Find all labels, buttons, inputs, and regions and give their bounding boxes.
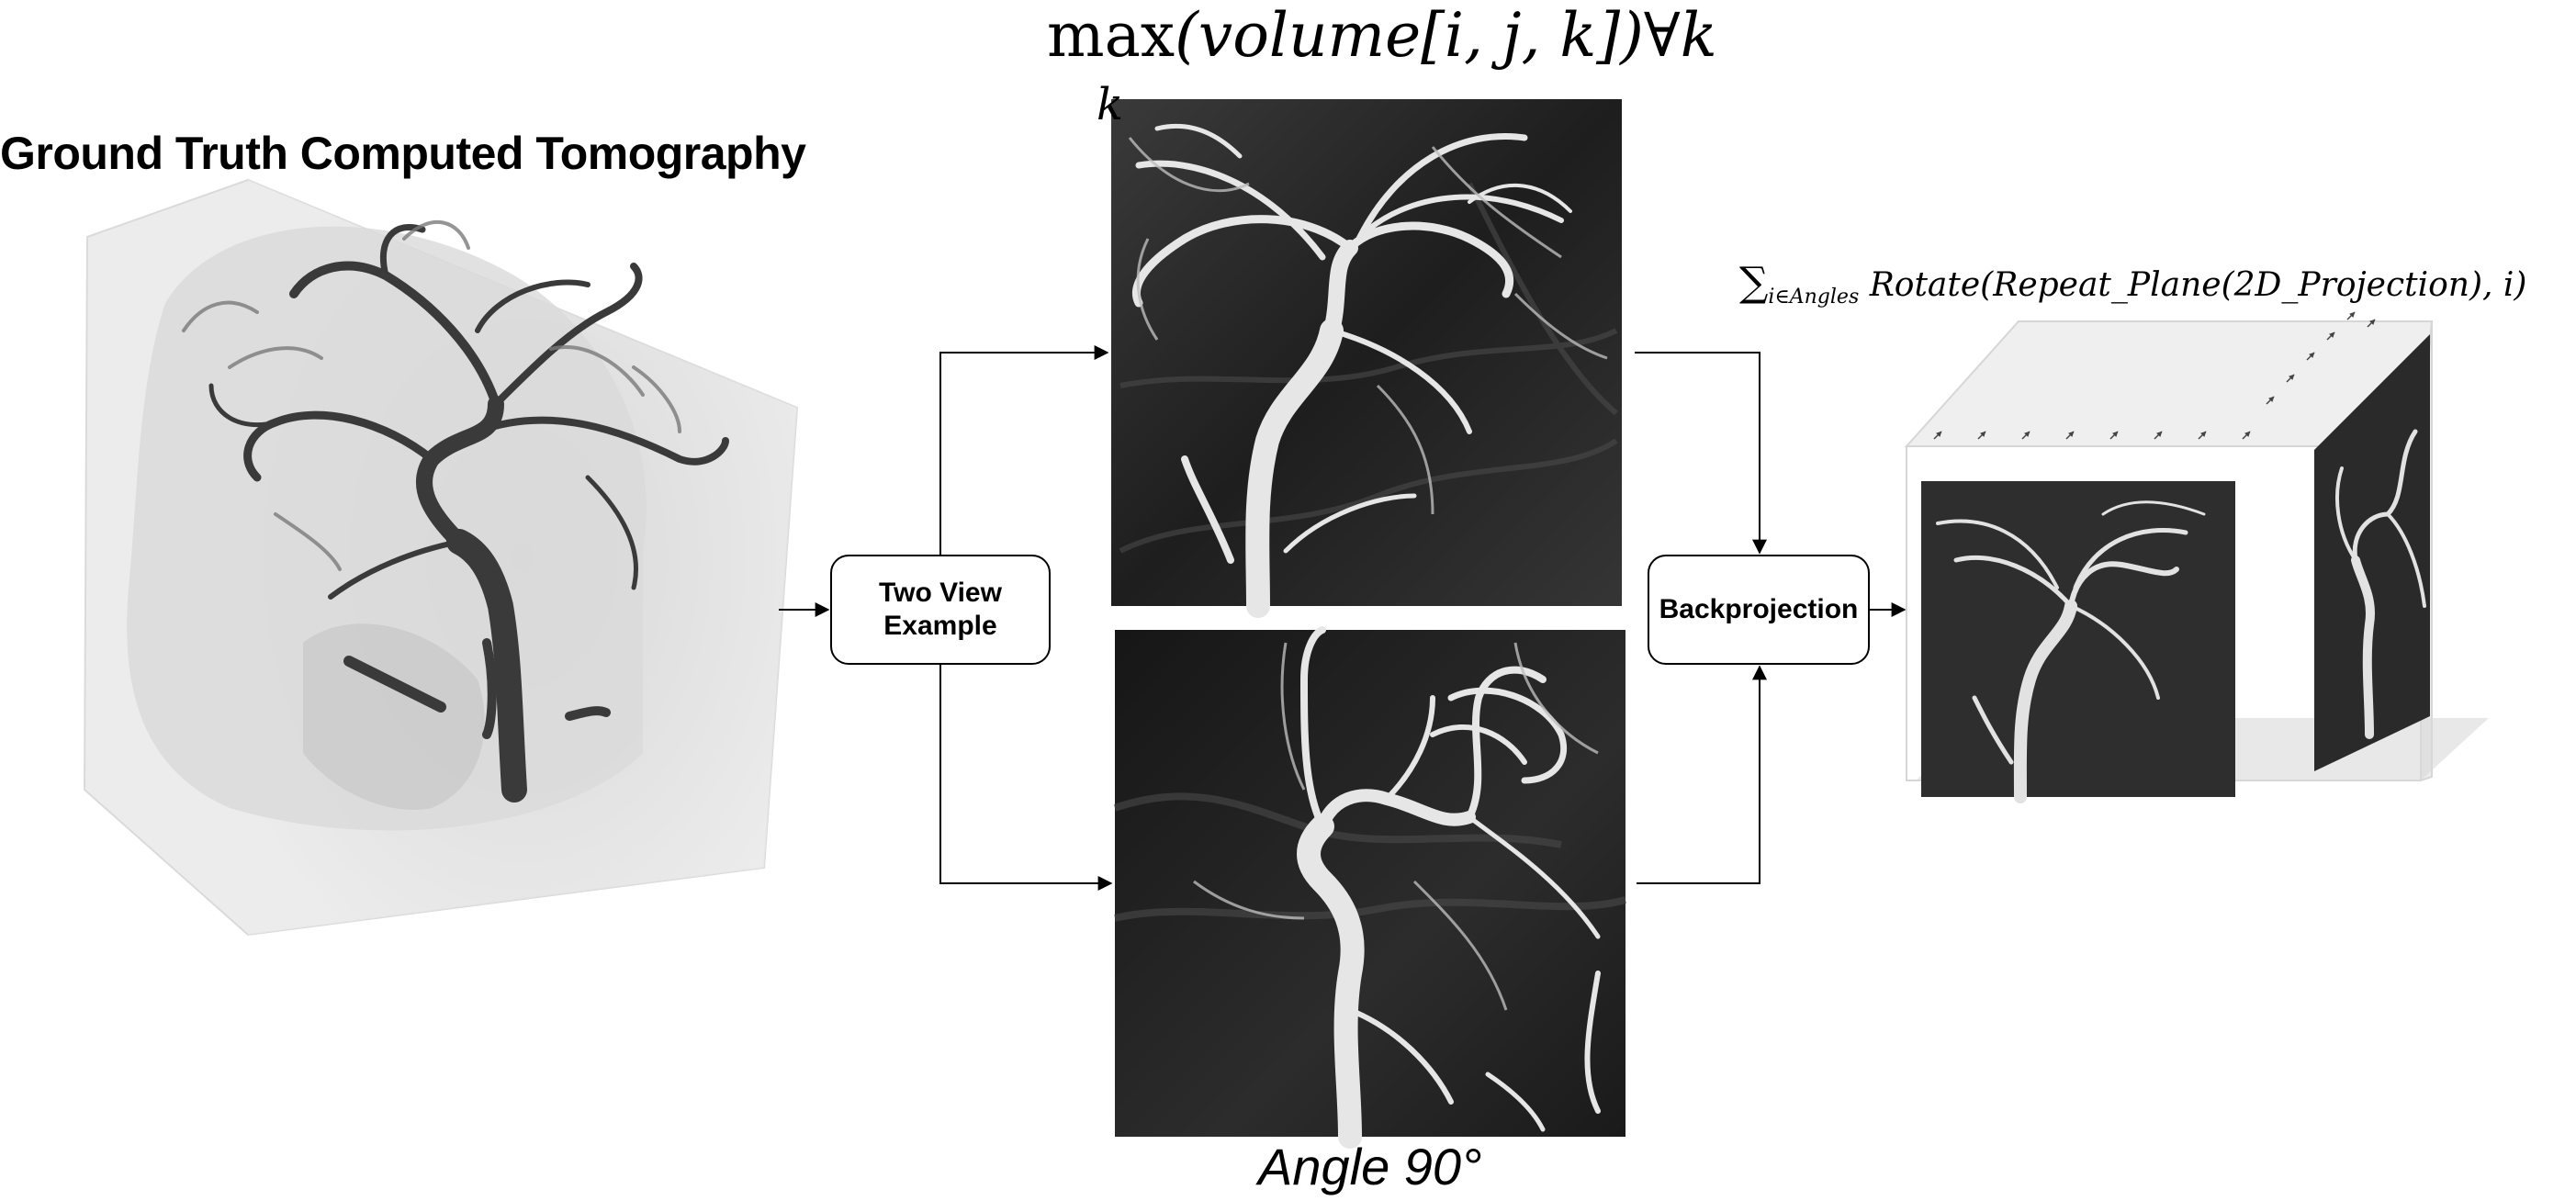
two-view-example-node: Two View Example (830, 555, 1051, 665)
formula-sum-expression: Rotate(Repeat_Plane(2D_Projection), i) (1869, 266, 2527, 304)
arrow-twoview-to-top (939, 345, 1109, 555)
formula-sum-sigma: ∑ (1739, 259, 1769, 306)
backprojection-formula: ∑i∈Angles Rotate(Repeat_Plane(2D_Project… (1739, 259, 2526, 309)
projection-image-top (1111, 99, 1622, 618)
arrow-top-to-backprojection (1635, 352, 1767, 555)
formula-max-arg: (volume[i, j, k])∀k (1175, 0, 1717, 71)
connectors (779, 345, 1907, 891)
backprojection-volume (1904, 311, 2489, 803)
angle-label: Angle 90° (1258, 1138, 1482, 1195)
ct-volume-image (83, 178, 799, 937)
formula-sum-subscript: i∈Angles (1768, 286, 1860, 309)
arrow-twoview-to-bottom (939, 665, 1113, 891)
backprojection-node: Backprojection (1648, 555, 1870, 665)
ground-truth-title: Ground Truth Computed Tomography (0, 128, 806, 179)
formula-max-func: max (1047, 0, 1176, 71)
max-projection-formula: max(volume[i, j, k])∀k k (1047, 0, 1717, 130)
arrow-bottom-to-backprojection (1637, 665, 1767, 884)
formula-max-subscript: k (1097, 79, 1124, 130)
projection-image-bottom (1113, 626, 1627, 1149)
